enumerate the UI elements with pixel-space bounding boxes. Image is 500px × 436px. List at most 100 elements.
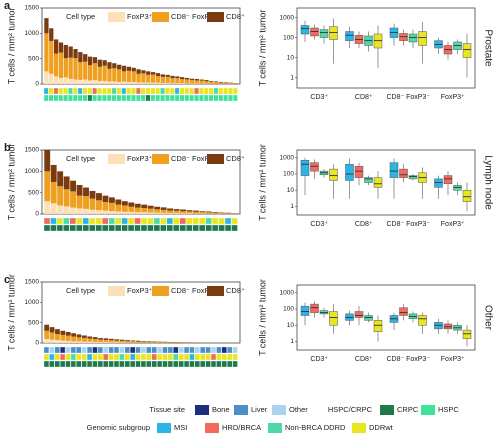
bar-segment [97, 66, 102, 81]
legend-title: Cell type [66, 12, 95, 21]
track-cell [76, 360, 82, 368]
y-tick-label: 1000 [280, 14, 295, 21]
track-cell [86, 353, 93, 361]
track-cell [108, 353, 114, 361]
y-tick-label: 500 [28, 55, 39, 62]
y-axis-label: T cells / mm² tumor [6, 144, 16, 221]
box [329, 26, 338, 40]
bar-segment [115, 199, 122, 205]
legend-label: CD8⁺ [226, 154, 245, 163]
box [345, 31, 354, 41]
box [389, 162, 399, 178]
bar-segment [50, 182, 57, 204]
bar-segment [63, 176, 70, 190]
bar-segment [102, 65, 107, 81]
bar-segment [44, 201, 51, 214]
bar-segment [184, 77, 190, 80]
track-cell [192, 224, 199, 232]
track-cell [167, 353, 173, 361]
bar-segment [154, 206, 161, 210]
track-cell [102, 87, 107, 95]
bar-segment [44, 324, 50, 331]
track-cell [213, 94, 219, 102]
bar-segment [73, 58, 78, 80]
bar-segment [44, 150, 51, 172]
bar-segment [160, 212, 167, 214]
bar-segment [180, 211, 186, 214]
bar-segment [82, 335, 87, 338]
legend-swatch [352, 423, 366, 433]
bar-segment [97, 59, 102, 67]
bar-segment [103, 342, 109, 343]
track-cell [231, 217, 238, 225]
bar-segment [125, 341, 130, 343]
track-cell [194, 346, 200, 354]
track-cell [173, 353, 179, 361]
legend-swatch [108, 286, 125, 296]
track-cell [81, 346, 87, 354]
track-cell [92, 94, 97, 102]
legend-label: CD8⁻ FoxP3⁻ [171, 12, 218, 21]
bar-segment [57, 171, 64, 187]
bar-segment [146, 341, 152, 343]
track-cell [208, 94, 214, 102]
bar-segment [218, 81, 224, 83]
legend-label: FoxP3⁺ [127, 12, 153, 21]
track-cell [194, 360, 200, 368]
track-cell [140, 224, 148, 232]
legend-label: MSI [174, 423, 187, 432]
y-tick-label: 1 [290, 203, 294, 210]
bar-segment [60, 334, 66, 341]
bar-segment [121, 205, 128, 212]
legend-swatch [234, 405, 248, 415]
bar-segment [147, 205, 154, 209]
bar-segment [175, 76, 180, 79]
bar-segment [136, 82, 141, 84]
bar-segment [83, 79, 88, 84]
x-tick-label: CD8⁻ FoxP3⁻ [386, 94, 430, 101]
track-cell [121, 87, 127, 95]
bar-segment [115, 211, 122, 214]
track-cell [70, 346, 76, 354]
track-cell [186, 217, 193, 225]
bar-segment [63, 206, 70, 214]
bar-segment [146, 341, 152, 342]
track-cell [81, 360, 87, 368]
bar-segment [83, 54, 88, 62]
box [354, 311, 364, 318]
track-cell [140, 353, 147, 361]
bar-segment [126, 70, 131, 82]
track-cell [146, 360, 152, 368]
track-cell [92, 353, 98, 361]
legend-swatch [207, 286, 224, 296]
plot-frame [41, 281, 241, 344]
bar-segment [194, 80, 199, 84]
track-cell [116, 94, 122, 102]
bar-segment [98, 342, 103, 343]
track-cell [173, 224, 180, 232]
bar-segment [130, 341, 136, 343]
bar-segment [212, 212, 219, 213]
legend-title: Genomic subgroup [87, 423, 150, 432]
track-cell [145, 87, 151, 95]
legend-box [62, 11, 238, 23]
bar-segment [125, 340, 130, 342]
track-cell [87, 87, 93, 95]
bar-segment [189, 79, 195, 84]
bar-segment [136, 73, 141, 83]
bar-segment [167, 210, 174, 214]
box [418, 31, 427, 46]
x-tick-label: CD8⁺ [355, 94, 373, 101]
track-cell [108, 217, 115, 225]
bar-segment [71, 336, 77, 342]
bar-segment [49, 28, 54, 41]
bar-segment [168, 342, 174, 343]
y-tick-label: 1500 [25, 279, 40, 286]
track-cell [160, 87, 165, 95]
bar-segment [225, 213, 232, 214]
track-cell [213, 87, 219, 95]
bar-segment [102, 202, 109, 211]
track-cell [134, 217, 141, 225]
legend-label: FoxP3⁺ [127, 154, 153, 163]
